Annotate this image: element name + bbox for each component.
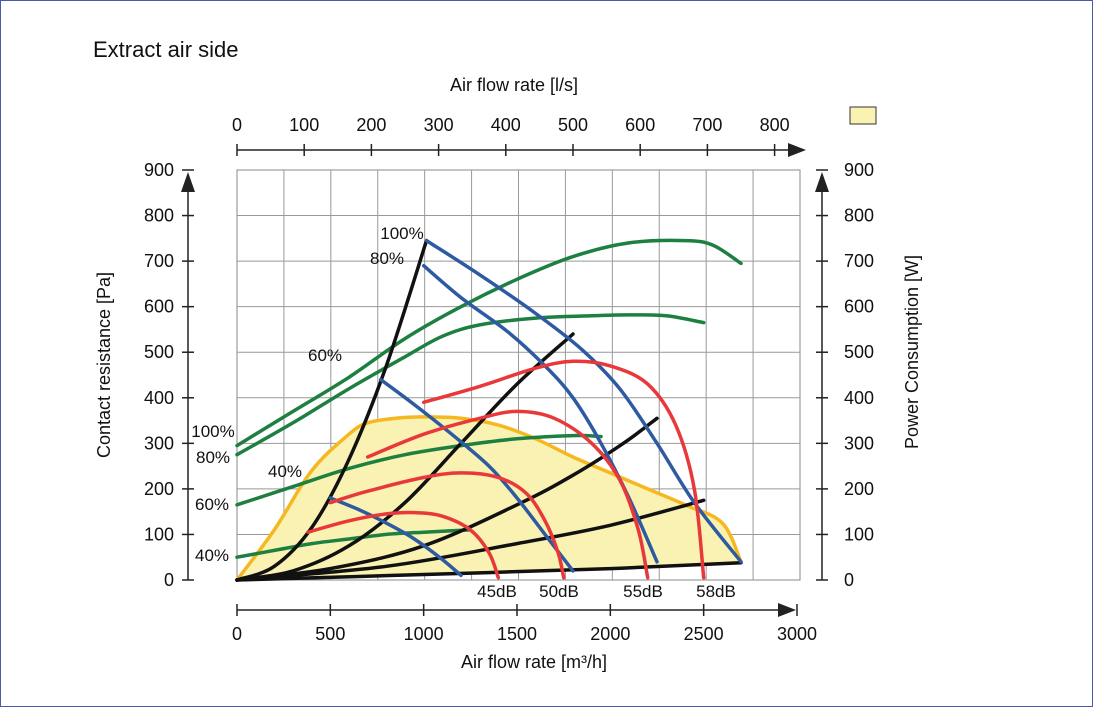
left-tick-label: 600 [144,297,174,317]
left-tick-label: 300 [144,433,174,453]
sound-curve-line [421,359,706,580]
bottom-tick-label: 2500 [684,624,724,644]
system-curve-line [235,498,706,582]
right-tick-label: 700 [844,251,874,271]
fan-curve-label: 80% [370,249,404,268]
left-axis-arrow [181,172,195,192]
right-tick-label: 500 [844,342,874,362]
system-curve-line [235,416,659,582]
right-tick-label: 300 [844,433,874,453]
top-tick-label: 300 [424,115,454,135]
power-curve-label: 80% [196,448,230,467]
fan-curve-label: 40% [268,462,302,481]
power-curve-line [235,528,473,559]
fan-curve-line [378,377,575,573]
bottom-tick-label: 500 [315,624,345,644]
top-tick-label: 400 [491,115,521,135]
top-tick-label: 200 [356,115,386,135]
top-tick-label: 700 [692,115,722,135]
sound-curve-line [328,471,566,580]
sound-curve-line [306,510,501,580]
left-axis-title: Contact resistance [Pa] [94,272,114,458]
sound-curve-line [365,409,650,580]
bottom-tick-label: 3000 [777,624,817,644]
chart-title: Extract air side [93,37,239,62]
power-curve-label: 100% [191,422,234,441]
power-curve-label: 40% [195,546,229,565]
system-curve-line [235,238,429,582]
operating-area-fill [237,416,741,580]
right-axis-arrow [815,172,829,192]
left-tick-label: 200 [144,479,174,499]
sound-curve-label: 45dB [477,582,517,601]
left-tick-label: 400 [144,388,174,408]
left-tick-label: 500 [144,342,174,362]
left-tick-label: 900 [144,160,174,180]
power-curve-label: 60% [195,495,229,514]
power-curve-line [235,313,706,457]
fan-curve-label: 60% [308,346,342,365]
top-tick-label: 0 [232,115,242,135]
right-tick-label: 400 [844,388,874,408]
system-curve-line [235,560,743,582]
right-tick-label: 600 [844,297,874,317]
top-axis-arrow [788,143,806,157]
top-tick-label: 800 [760,115,790,135]
system-curve-line [235,332,575,582]
fan-curve-line [328,496,463,578]
right-tick-label: 900 [844,160,874,180]
left-tick-label: 800 [144,206,174,226]
annotations: 100% 80% 60% 40% 100% 80% 60% 40% 45dB 50dB 55dB 58… [191,224,736,601]
curves [235,238,743,582]
fan-curve-line [424,238,743,564]
left-tick-label: 0 [164,570,174,590]
left-tick-label: 700 [144,251,174,271]
bottom-tick-label: 0 [232,624,242,644]
sound-curve-label: 55dB [623,582,663,601]
right-tick-label: 100 [844,524,874,544]
top-tick-label: 600 [625,115,655,135]
bottom-tick-label: 1500 [497,624,537,644]
right-axis-title: Power Consumption [W] [902,255,922,449]
right-tick-label: 200 [844,479,874,499]
bottom-tick-label: 2000 [590,624,630,644]
power-curve-line [235,238,743,448]
top-tick-label: 500 [558,115,588,135]
legend-swatch [849,106,877,125]
right-tick-label: 0 [844,570,854,590]
sound-curve-label: 58dB [696,582,736,601]
bottom-axis-title: Air flow rate [m³/h] [461,652,607,672]
power-curve-line [235,433,603,507]
left-tick-label: 100 [144,524,174,544]
fan-curve-label: 100% [380,224,423,243]
right-tick-label: 800 [844,206,874,226]
bottom-axis-arrow [778,603,796,617]
sound-curve-label: 50dB [539,582,579,601]
top-tick-label: 100 [289,115,319,135]
bottom-tick-label: 1000 [404,624,444,644]
top-axis-title: Air flow rate [l/s] [450,75,578,95]
